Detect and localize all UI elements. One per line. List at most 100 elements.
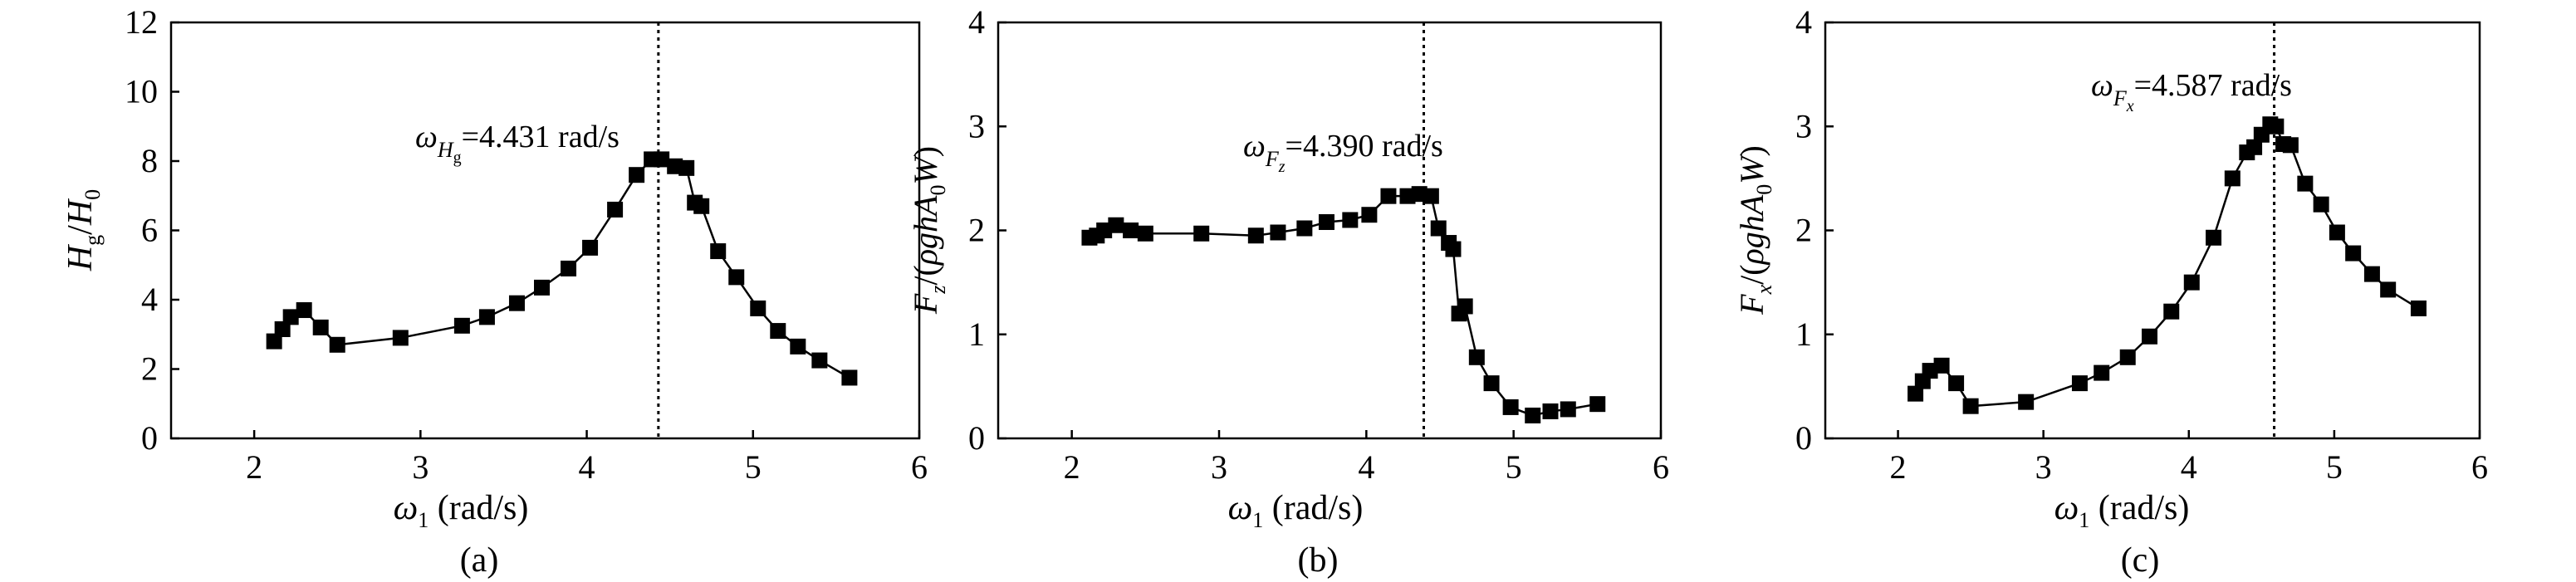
data-point	[678, 159, 695, 176]
series-markers	[266, 151, 858, 386]
y-tick-label: 2	[968, 212, 985, 249]
data-point	[1468, 349, 1485, 365]
x-tick-label: 4	[2181, 448, 2197, 486]
y-axis-label: Fx/(ρghA0W)	[1733, 145, 1776, 315]
annotation: ωFx=4.587 rad/s	[2091, 68, 2292, 115]
data-point	[2297, 175, 2314, 192]
series-markers	[1908, 116, 2427, 414]
x-tick-label: 5	[2326, 448, 2343, 486]
data-point	[453, 317, 470, 334]
data-point	[2141, 328, 2157, 345]
data-point	[2410, 300, 2427, 316]
plot-frame	[169, 21, 921, 440]
y-tick-label: 4	[1795, 3, 1812, 41]
data-point	[1193, 225, 1210, 242]
data-point	[1908, 385, 1924, 402]
y-tick-label: 1	[1795, 315, 1812, 353]
x-tick-label: 3	[1211, 448, 1227, 486]
x-tick-label: 2	[1890, 448, 1907, 486]
data-point	[1318, 213, 1335, 230]
data-point	[312, 319, 329, 335]
data-point	[266, 333, 282, 350]
data-point	[1457, 298, 1473, 315]
data-point	[2119, 349, 2136, 365]
data-point	[1296, 220, 1313, 237]
series-markers	[1081, 186, 1606, 423]
chart-panel-c: 2 3 4 5 6 0 1 2 3 4 ωFx=4.587 rad/s Fx/(ρghA0W) ω…	[1733, 3, 2488, 580]
data-point	[1525, 407, 1541, 423]
x-tick-label: 3	[2035, 448, 2052, 486]
data-point	[1270, 224, 1286, 241]
data-point	[2282, 137, 2299, 154]
data-point	[1380, 188, 1397, 204]
x-axis-label: ω1 (rad/s)	[1228, 489, 1364, 532]
data-point	[533, 279, 550, 296]
y-tick-label: 0	[141, 419, 158, 457]
data-point	[2329, 224, 2345, 241]
y-tick-label: 10	[125, 73, 158, 110]
x-tick-label: 6	[911, 448, 928, 486]
y-tick-label: 2	[141, 350, 158, 388]
data-point	[2018, 394, 2035, 410]
axis-ticks: 2 3 4 5 6 0 1 2 3 4	[1795, 3, 2488, 486]
data-point	[582, 239, 599, 256]
data-point	[1962, 398, 1979, 414]
panel-label: (b)	[1298, 541, 1339, 580]
data-point	[728, 269, 745, 286]
x-tick-label: 6	[2471, 448, 2488, 486]
data-point	[693, 198, 710, 214]
data-point	[607, 201, 624, 218]
data-point	[561, 260, 577, 276]
data-point	[1542, 403, 1559, 419]
data-point	[2224, 170, 2241, 187]
annotation: ωHg=4.431 rad/s	[415, 120, 620, 167]
data-point	[1247, 227, 1264, 244]
data-point	[1342, 212, 1359, 228]
data-point	[770, 323, 786, 340]
x-tick-label: 5	[1506, 448, 1522, 486]
x-tick-label: 2	[1064, 448, 1080, 486]
data-point	[1933, 357, 1950, 374]
y-tick-label: 0	[968, 419, 985, 457]
data-point	[1123, 223, 1139, 238]
data-point	[274, 320, 291, 337]
y-tick-label: 1	[968, 315, 985, 353]
y-tick-label: 4	[968, 3, 985, 41]
x-axis-label: ω1 (rad/s)	[2054, 489, 2190, 532]
data-point	[1423, 188, 1439, 204]
data-point	[2163, 303, 2180, 320]
data-point	[2268, 118, 2285, 134]
data-point	[508, 295, 525, 311]
data-point	[1430, 220, 1447, 237]
y-tick-label: 3	[968, 107, 985, 144]
data-point	[2206, 229, 2222, 246]
data-point	[750, 300, 766, 316]
chart-panel-a: 2 3 4 5 6 0 2 4 6 8 10 12 ωHg=4.431 rad/s Hg/H0 ω1 …	[61, 3, 928, 580]
panel-label: (c)	[2121, 541, 2160, 580]
data-point	[2313, 196, 2329, 213]
data-point	[1502, 399, 1519, 415]
panel-label: (a)	[460, 541, 499, 580]
data-point	[2071, 375, 2088, 392]
axis-ticks: 2 3 4 5 6 0 2 4 6 8 10 12	[125, 3, 928, 486]
data-point	[1137, 225, 1153, 242]
x-tick-label: 2	[246, 448, 262, 486]
y-axis-label: Fz/(ρghA0W)	[907, 146, 950, 315]
data-point	[282, 309, 299, 325]
data-point	[2246, 139, 2263, 155]
data-point	[1445, 241, 1462, 257]
y-tick-label: 3	[1795, 107, 1812, 144]
x-tick-label: 3	[412, 448, 429, 486]
y-tick-label: 4	[141, 281, 158, 318]
data-point	[629, 167, 645, 183]
data-point	[2380, 281, 2397, 298]
series-line	[273, 158, 850, 379]
x-axis-label: ω1 (rad/s)	[394, 489, 529, 532]
data-point	[296, 302, 312, 319]
data-point	[710, 243, 727, 260]
y-tick-label: 0	[1795, 419, 1812, 457]
y-tick-label: 6	[141, 212, 158, 249]
data-point	[1948, 375, 1965, 392]
data-point	[2183, 274, 2200, 291]
